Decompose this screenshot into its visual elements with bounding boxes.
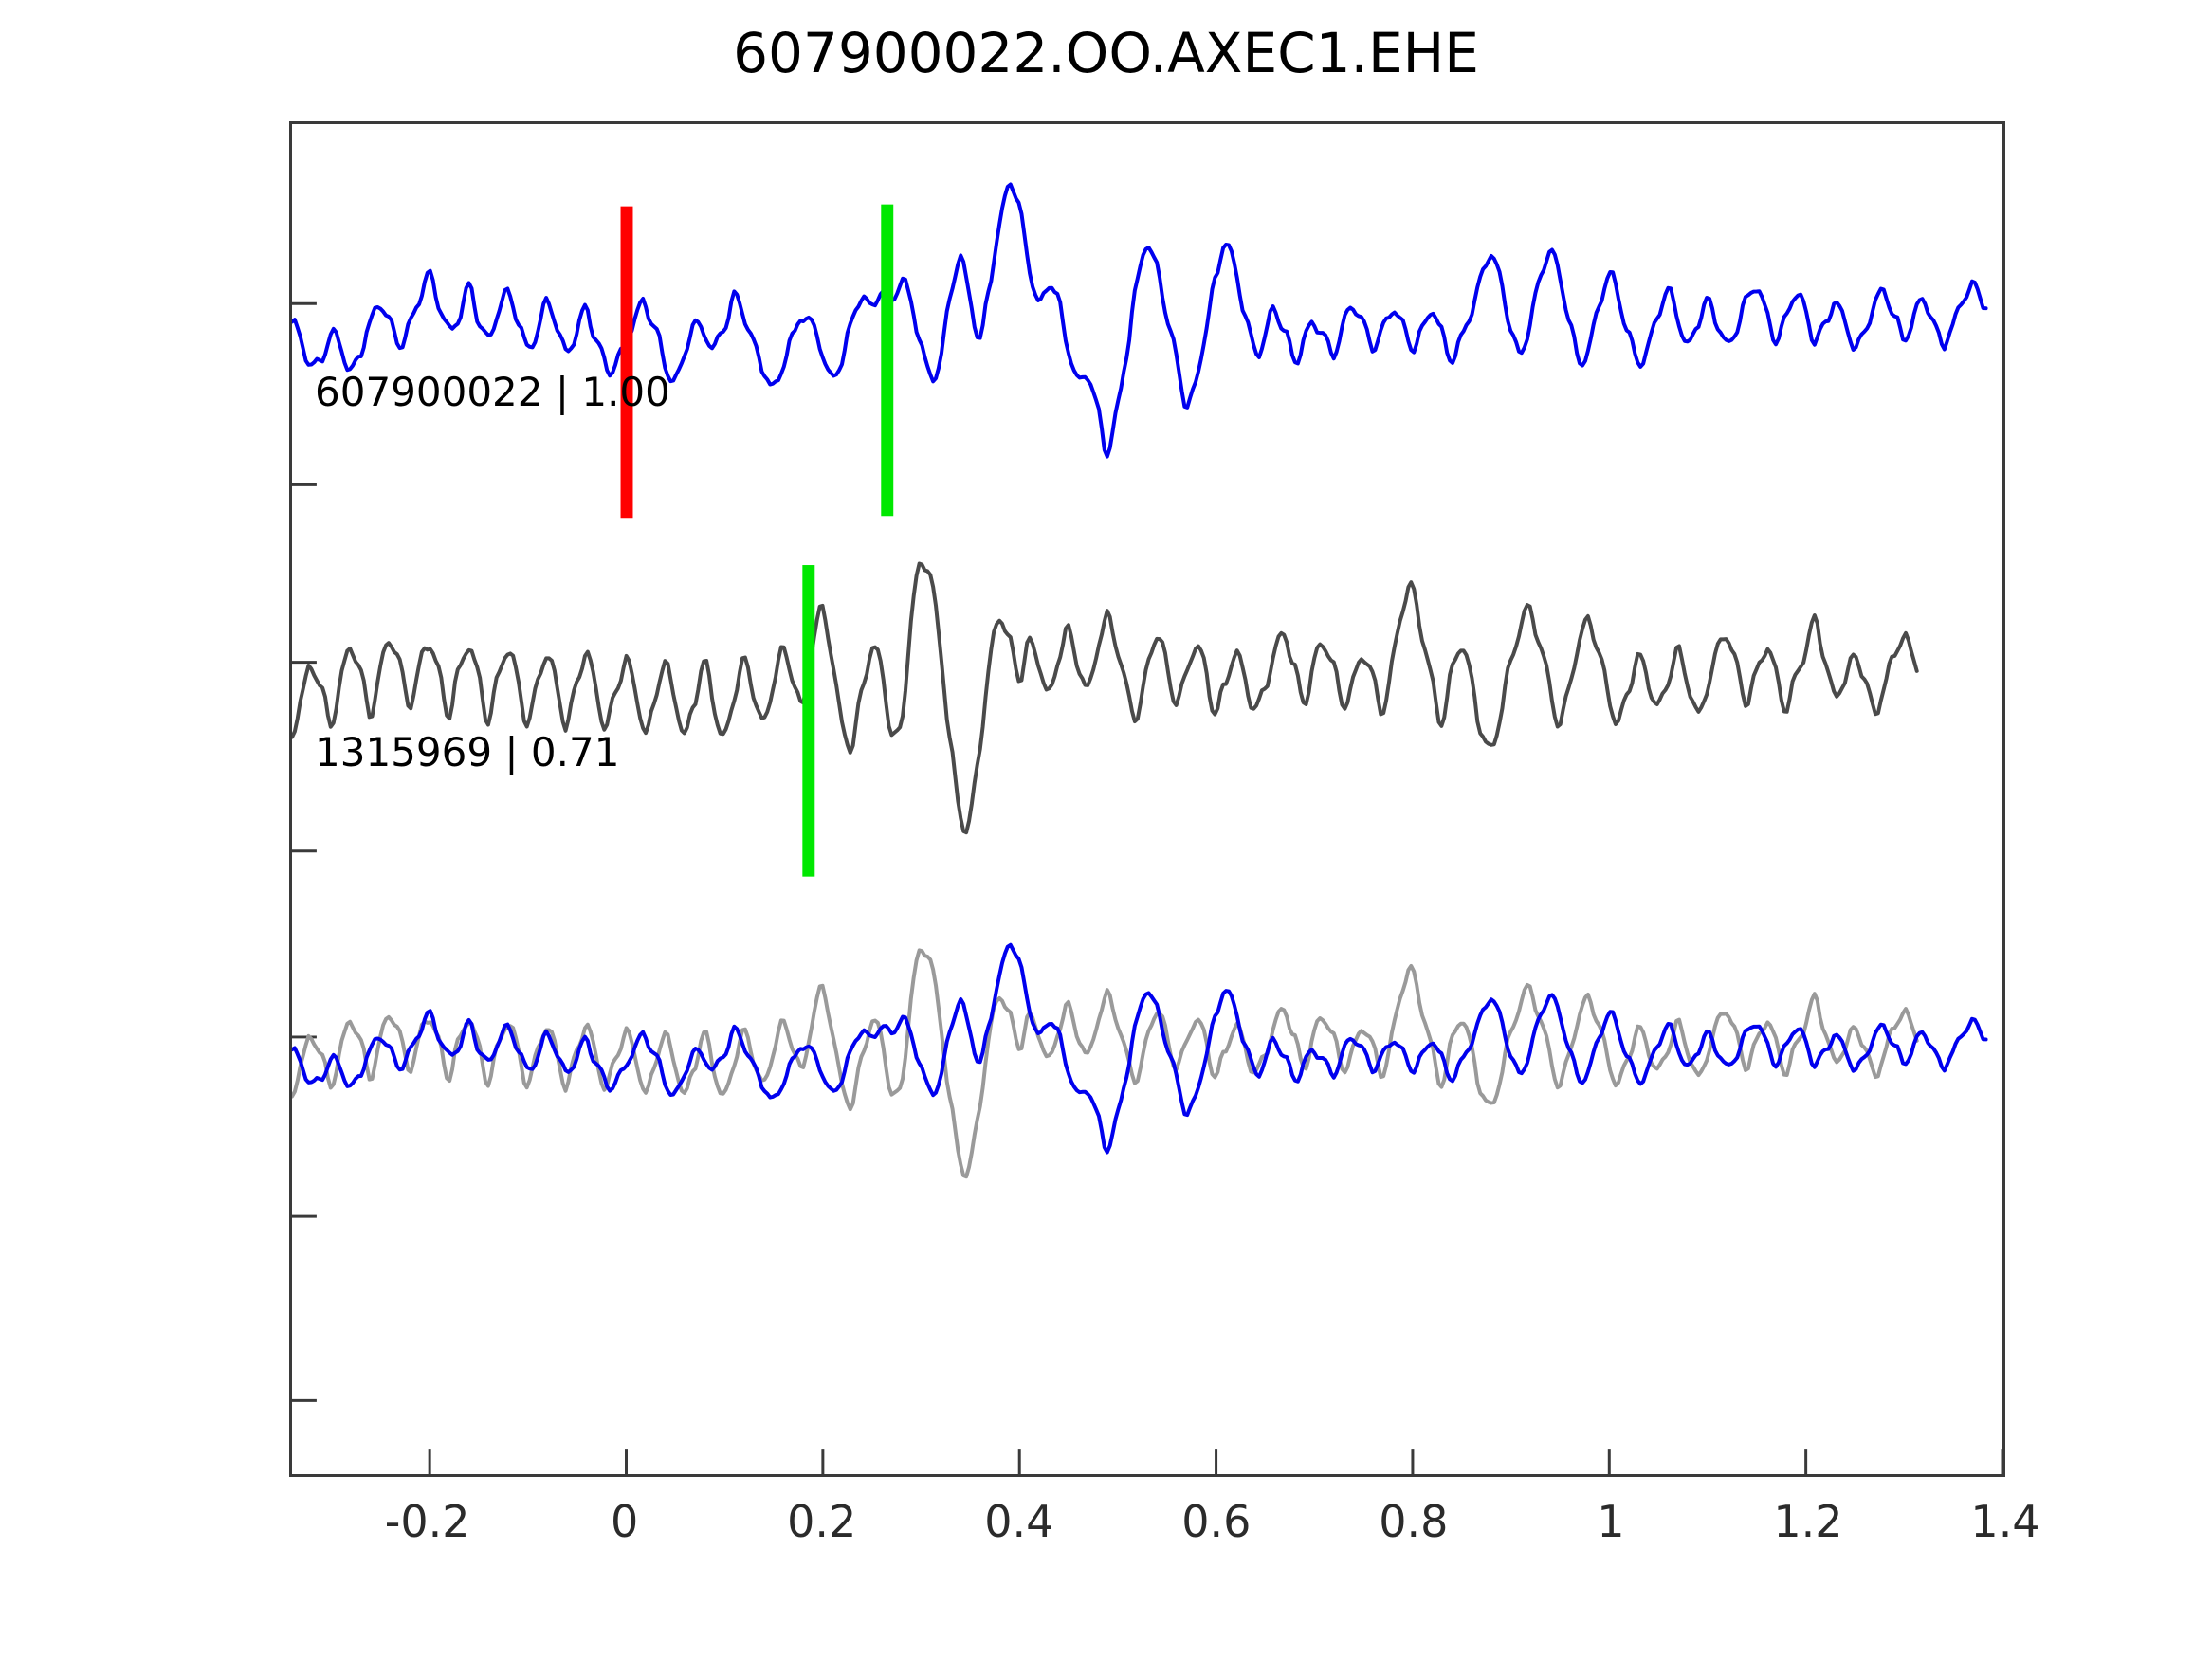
x-axis-tick-label-3: 0.4	[984, 1496, 1054, 1547]
x-axis-tick-label-8: 1.4	[1970, 1496, 2040, 1547]
waveform-detection	[292, 561, 1919, 835]
x-axis-tick-label-1: 0	[611, 1496, 639, 1547]
x-axis-tick-label-2: 0.2	[787, 1496, 857, 1547]
pick-marker-green-template	[881, 204, 894, 517]
trace-label-detection: 1315969 | 0.71	[315, 729, 620, 775]
waveform-template	[292, 182, 1988, 459]
trace-label-template: 607900022 | 1.00	[315, 369, 670, 415]
page-title: 607900022.OO.AXEC1.EHE	[733, 21, 1479, 85]
x-axis-tick-label-5: 0.8	[1379, 1496, 1449, 1547]
x-axis-tick-label-7: 1.2	[1773, 1496, 1843, 1547]
x-axis-tick-label-6: 1	[1597, 1496, 1625, 1547]
x-axis-tick-label-4: 0.6	[1181, 1496, 1252, 1547]
waveform-canvas	[292, 182, 2002, 1474]
pick-marker-red	[620, 206, 633, 519]
waveform-overlay-template	[292, 942, 1988, 1155]
pick-marker-green-detection	[802, 565, 815, 877]
x-axis-tick-label-0: -0.2	[384, 1496, 470, 1547]
waveform-overlay-detection	[292, 948, 1919, 1179]
plot-area: 607900022 | 1.00 1315969 | 0.71	[289, 121, 2005, 1477]
